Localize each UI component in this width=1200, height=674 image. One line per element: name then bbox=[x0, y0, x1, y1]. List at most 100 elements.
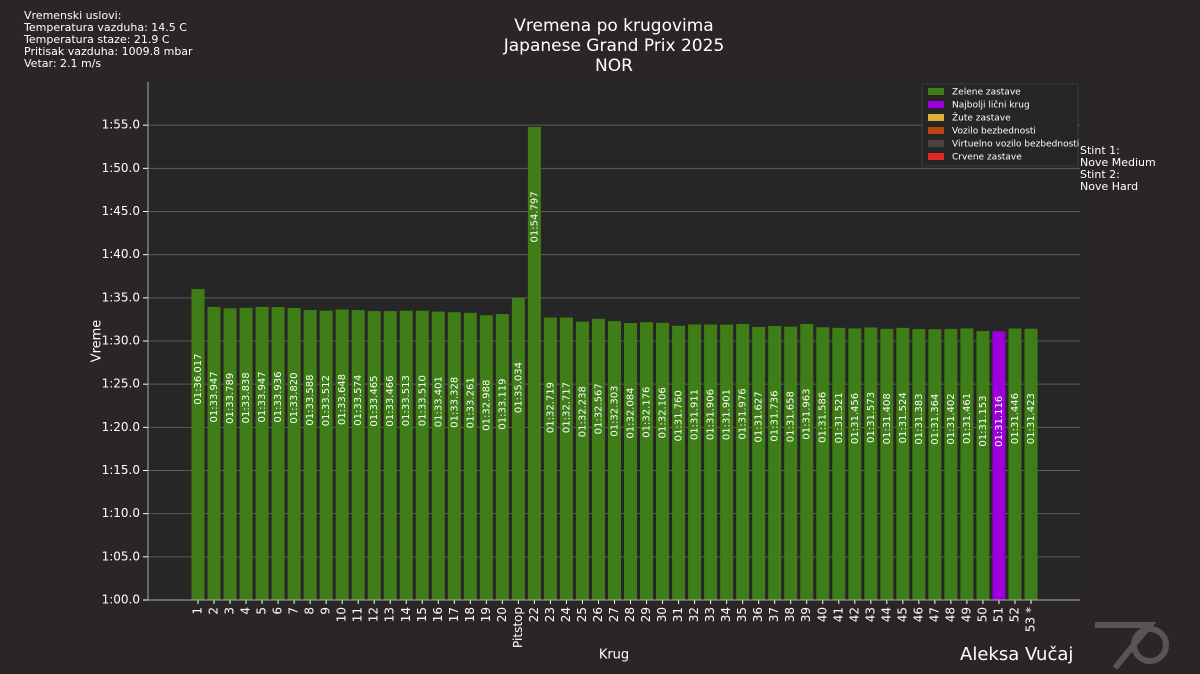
value-label: 01:31.521 bbox=[834, 392, 845, 443]
value-label: 01:33.820 bbox=[289, 372, 300, 423]
bar bbox=[511, 297, 525, 600]
y-tick-label: 1:50.0 bbox=[102, 161, 140, 175]
value-label: 01:33.465 bbox=[369, 376, 380, 427]
value-label: 01:36.017 bbox=[193, 354, 204, 405]
value-label: 01:33.512 bbox=[321, 375, 332, 426]
value-label: 01:31.658 bbox=[786, 391, 797, 442]
y-tick-label: 1:15.0 bbox=[102, 463, 140, 477]
x-tick-label: 5 bbox=[255, 607, 269, 615]
bar bbox=[287, 308, 301, 600]
x-tick-label: 26 bbox=[591, 607, 605, 622]
value-label: 01:31.402 bbox=[946, 393, 957, 444]
value-label: 01:33.574 bbox=[353, 375, 364, 426]
x-tick-label: 34 bbox=[719, 607, 733, 622]
bar bbox=[640, 322, 654, 600]
bar bbox=[1008, 328, 1022, 600]
value-label: 01:32.084 bbox=[626, 387, 637, 438]
bar bbox=[784, 326, 798, 600]
x-axis-label: Krug bbox=[599, 648, 629, 663]
bar bbox=[463, 312, 477, 600]
bar bbox=[271, 307, 285, 600]
value-label: 01:33.648 bbox=[337, 374, 348, 425]
value-label: 01:31.760 bbox=[674, 390, 685, 441]
x-tick-label: 31 bbox=[671, 607, 685, 622]
x-tick-label: 38 bbox=[783, 607, 797, 622]
bar bbox=[575, 321, 589, 600]
value-label: 01:31.627 bbox=[754, 391, 765, 442]
logo bbox=[1095, 622, 1169, 670]
weather-info: Temperatura vazduha: 14.5 C bbox=[23, 21, 187, 34]
value-label: 01:32.238 bbox=[577, 386, 588, 437]
x-tick-label: 46 bbox=[911, 607, 925, 622]
bar bbox=[383, 311, 397, 600]
value-label: 01:31.116 bbox=[994, 396, 1005, 447]
x-tick-label: 44 bbox=[879, 607, 893, 622]
value-label: 01:33.119 bbox=[497, 379, 508, 430]
x-tick-label: 33 bbox=[703, 607, 717, 622]
bar bbox=[207, 306, 221, 600]
bar bbox=[912, 329, 926, 600]
y-tick-label: 1:40.0 bbox=[102, 247, 140, 261]
x-tick-label: 7 bbox=[287, 607, 301, 615]
value-label: 01:31.364 bbox=[930, 394, 941, 445]
value-label: 01:33.947 bbox=[209, 371, 220, 422]
y-tick-label: 1:05.0 bbox=[102, 549, 140, 563]
legend-label: Žute zastave bbox=[952, 112, 1011, 124]
x-tick-label: 2 bbox=[207, 607, 221, 615]
bar bbox=[896, 327, 910, 600]
bar bbox=[736, 323, 750, 600]
legend-swatch bbox=[928, 114, 944, 121]
x-tick-label: 45 bbox=[895, 607, 909, 622]
bar bbox=[992, 331, 1006, 600]
value-label: 01:31.906 bbox=[706, 389, 717, 440]
x-tick-label: 32 bbox=[687, 607, 701, 622]
y-tick-label: 1:00.0 bbox=[102, 593, 140, 607]
weather-info: Temperatura staze: 21.9 C bbox=[23, 33, 170, 46]
value-label: 01:31.408 bbox=[882, 393, 893, 444]
author: Aleksa Vučaj bbox=[960, 644, 1073, 665]
bar bbox=[415, 310, 429, 600]
x-tick-label: 11 bbox=[351, 607, 365, 622]
value-label: 01:32.303 bbox=[610, 386, 621, 437]
value-label: 01:31.383 bbox=[914, 394, 925, 445]
bar bbox=[880, 328, 894, 600]
value-label: 01:33.789 bbox=[225, 373, 236, 424]
value-label: 01:32.719 bbox=[545, 382, 556, 433]
value-label: 01:32.106 bbox=[658, 387, 669, 438]
x-tick-label: 8 bbox=[303, 607, 317, 615]
x-tick-label: 30 bbox=[655, 607, 669, 622]
value-label: 01:33.936 bbox=[273, 371, 284, 422]
bar bbox=[447, 312, 461, 600]
y-tick-label: 1:10.0 bbox=[102, 506, 140, 520]
x-tick-label: 24 bbox=[559, 607, 573, 622]
x-tick-label: 27 bbox=[607, 607, 621, 622]
bar bbox=[768, 326, 782, 600]
bar bbox=[479, 315, 493, 600]
legend-swatch bbox=[928, 153, 944, 160]
value-label: 01:33.947 bbox=[257, 371, 268, 422]
chart-title: Japanese Grand Prix 2025 bbox=[503, 36, 725, 56]
bar bbox=[543, 317, 557, 600]
value-label: 01:31.524 bbox=[898, 392, 909, 443]
value-label: 01:31.736 bbox=[770, 390, 781, 441]
x-tick-label: 37 bbox=[767, 607, 781, 622]
legend-swatch bbox=[928, 127, 944, 134]
value-label: 01:33.261 bbox=[465, 377, 476, 428]
bar bbox=[688, 324, 702, 600]
x-tick-label: Pitstop bbox=[511, 607, 525, 648]
stint-label: Stint 1: bbox=[1080, 144, 1120, 157]
x-tick-label: 6 bbox=[271, 607, 285, 615]
bar bbox=[832, 327, 846, 600]
bar bbox=[591, 318, 605, 600]
x-tick-label: 1 bbox=[191, 607, 205, 615]
value-label: 01:31.446 bbox=[1010, 393, 1021, 444]
y-tick-label: 1:30.0 bbox=[102, 334, 140, 348]
x-tick-label: 50 bbox=[975, 607, 989, 622]
y-axis-label: Vreme bbox=[90, 320, 105, 363]
bar bbox=[223, 308, 237, 600]
stint-compound: Nove Medium bbox=[1080, 156, 1156, 169]
y-tick-label: 1:35.0 bbox=[102, 290, 140, 304]
bar bbox=[559, 317, 573, 600]
legend-swatch bbox=[928, 88, 944, 95]
legend-label: Najbolji lični krug bbox=[952, 100, 1030, 111]
